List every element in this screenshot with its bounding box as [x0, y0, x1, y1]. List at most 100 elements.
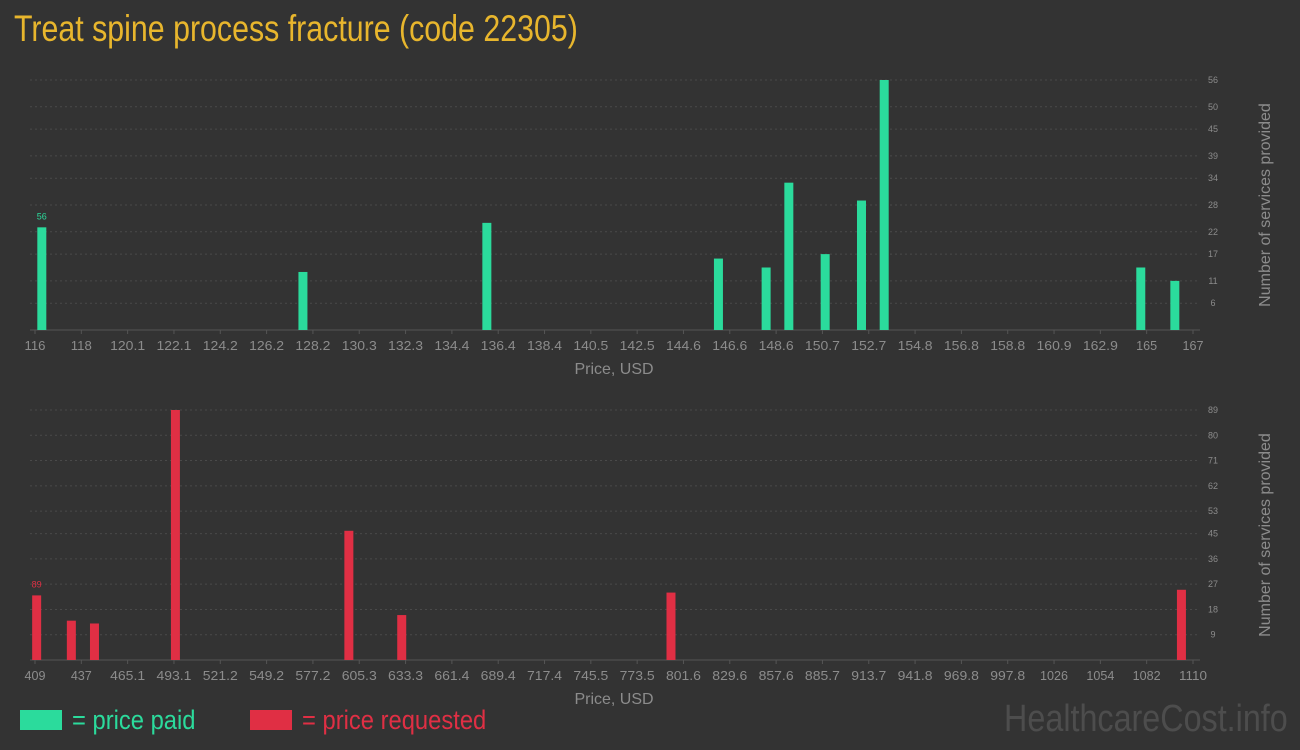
paid-y-tick-label: 45	[1208, 124, 1218, 134]
legend-paid: = price paid	[20, 703, 212, 737]
requested-x-tick-label: 801.6	[666, 668, 701, 683]
requested-bar	[32, 595, 42, 660]
requested-x-tick-label: 633.3	[388, 668, 423, 683]
paid-x-tick-label: 148.6	[759, 338, 794, 353]
requested-bar	[170, 410, 180, 660]
paid-x-tick-label: 160.9	[1037, 338, 1072, 353]
paid-x-axis-label: Price, USD	[574, 361, 653, 378]
requested-x-tick-label: 717.4	[527, 668, 562, 683]
requested-x-tick-label: 493.1	[156, 668, 191, 683]
requested-x-tick-label: 1110	[1179, 668, 1207, 683]
requested-x-tick-label: 829.6	[712, 668, 747, 683]
requested-y-tick-label: 27	[1208, 579, 1218, 589]
paid-x-tick-label: 116	[25, 338, 46, 353]
paid-x-tick-label: 120.1	[110, 338, 145, 353]
requested-x-tick-label: 521.2	[203, 668, 238, 683]
paid-bar	[820, 254, 830, 330]
requested-x-tick-label: 465.1	[110, 668, 145, 683]
requested-x-tick-label: 409	[25, 668, 46, 683]
legend-requested-label: = price requested	[302, 704, 487, 735]
requested-y-tick-label: 36	[1208, 554, 1218, 564]
paid-y-axis-label: Number of services provided	[1257, 103, 1274, 307]
requested-x-tick-label: 1054	[1086, 668, 1114, 683]
paid-x-tick-label: 122.1	[156, 338, 191, 353]
legend-paid-swatch	[20, 710, 62, 730]
paid-y-tick-label: 39	[1208, 151, 1218, 161]
paid-bar	[1136, 267, 1146, 330]
requested-bar	[66, 620, 76, 660]
paid-bar	[1170, 280, 1180, 330]
paid-x-tick-label: 118	[71, 338, 92, 353]
requested-x-tick-label: 997.8	[990, 668, 1025, 683]
requested-y-tick-label: 89	[1208, 405, 1218, 415]
requested-x-tick-label: 1082	[1133, 668, 1161, 683]
requested-x-tick-label: 661.4	[434, 668, 469, 683]
legend-paid-label: = price paid	[72, 704, 196, 735]
paid-y-tick-label: 6	[1210, 298, 1215, 308]
paid-y-tick-label: 50	[1208, 102, 1218, 112]
requested-x-tick-label: 773.5	[620, 668, 655, 683]
requested-y-tick-label: 18	[1208, 604, 1218, 614]
paid-x-tick-label: 165	[1136, 338, 1157, 353]
paid-x-tick-label: 128.2	[295, 338, 330, 353]
requested-bar	[89, 623, 99, 660]
paid-bar	[298, 271, 308, 330]
requested-x-tick-label: 969.8	[944, 668, 979, 683]
requested-x-tick-label: 941.8	[898, 668, 933, 683]
requested-y-tick-label: 71	[1208, 456, 1218, 466]
paid-x-tick-label: 142.5	[620, 338, 655, 353]
paid-y-tick-label: 34	[1208, 173, 1218, 183]
requested-x-tick-label: 577.2	[295, 668, 330, 683]
paid-y-tick-label: 17	[1208, 249, 1218, 259]
paid-x-tick-label: 134.4	[434, 338, 469, 353]
legend-requested-swatch	[250, 710, 292, 730]
requested-y-tick-label: 62	[1208, 481, 1218, 491]
requested-x-tick-label: 437	[71, 668, 92, 683]
requested-x-tick-label: 689.4	[481, 668, 516, 683]
requested-y-axis-label: Number of services provided	[1257, 433, 1274, 637]
paid-bar	[784, 182, 794, 330]
paid-x-tick-label: 126.2	[249, 338, 284, 353]
paid-y-tick-label: 11	[1208, 276, 1217, 286]
paid-x-tick-label: 144.6	[666, 338, 701, 353]
paid-x-tick-label: 146.6	[712, 338, 747, 353]
paid-max-value-label: 56	[37, 211, 47, 221]
chart-title: Treat spine process fracture (code 22305…	[14, 8, 578, 49]
watermark: HealthcareCost.info	[1004, 698, 1288, 740]
requested-y-tick-label: 45	[1208, 529, 1218, 539]
requested-x-tick-label: 549.2	[249, 668, 284, 683]
paid-x-tick-label: 152.7	[851, 338, 886, 353]
requested-bar	[344, 530, 354, 660]
paid-bar	[879, 80, 889, 330]
paid-x-tick-label: 154.8	[898, 338, 933, 353]
paid-x-tick-label: 130.3	[342, 338, 377, 353]
paid-x-tick-label: 167	[1183, 338, 1204, 353]
requested-x-tick-label: 857.6	[759, 668, 794, 683]
requested-bar	[397, 615, 407, 660]
requested-y-tick-label: 53	[1208, 506, 1218, 516]
requested-x-axis-label: Price, USD	[574, 691, 653, 708]
requested-y-tick-label: 9	[1210, 630, 1215, 640]
paid-bar	[37, 227, 47, 330]
paid-y-tick-label: 56	[1208, 75, 1218, 85]
paid-x-tick-label: 136.4	[481, 338, 516, 353]
requested-bar	[666, 592, 676, 660]
paid-x-tick-label: 132.3	[388, 338, 423, 353]
paid-x-tick-label: 156.8	[944, 338, 979, 353]
paid-x-tick-label: 138.4	[527, 338, 562, 353]
paid-bar	[761, 267, 771, 330]
paid-y-tick-label: 28	[1208, 200, 1218, 210]
requested-x-tick-label: 1026	[1040, 668, 1068, 683]
paid-y-tick-label: 22	[1208, 227, 1218, 237]
paid-x-tick-label: 158.8	[990, 338, 1025, 353]
paid-x-tick-label: 124.2	[203, 338, 238, 353]
requested-x-tick-label: 605.3	[342, 668, 377, 683]
paid-x-tick-label: 162.9	[1083, 338, 1118, 353]
requested-max-value-label: 89	[32, 579, 42, 589]
requested-x-tick-label: 745.5	[573, 668, 608, 683]
paid-bar	[856, 200, 866, 330]
requested-y-tick-label: 80	[1208, 430, 1218, 440]
paid-bar	[713, 258, 723, 330]
requested-x-tick-label: 913.7	[851, 668, 886, 683]
